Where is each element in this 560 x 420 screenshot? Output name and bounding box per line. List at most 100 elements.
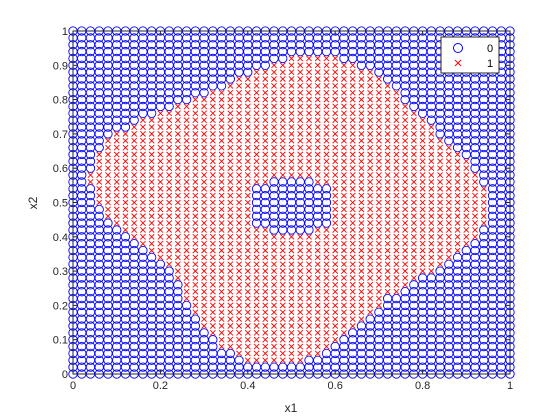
point-class-1 <box>244 227 251 233</box>
point-class-1 <box>367 124 374 130</box>
point-class-1 <box>445 254 452 261</box>
point-class-0 <box>181 300 192 311</box>
point-class-1 <box>227 261 234 268</box>
point-class-1 <box>253 172 260 178</box>
point-class-1 <box>105 137 111 144</box>
x-tick-label: 0.6 <box>328 380 343 392</box>
point-class-1 <box>244 281 251 288</box>
point-class-1 <box>332 55 339 62</box>
point-class-1 <box>297 82 304 89</box>
point-class-1 <box>314 261 321 268</box>
point-class-1 <box>358 165 365 172</box>
point-class-1 <box>306 323 312 329</box>
point-class-1 <box>271 343 277 350</box>
point-class-1 <box>297 336 304 343</box>
point-class-1 <box>323 179 330 185</box>
point-class-1 <box>454 240 461 247</box>
point-class-1 <box>454 192 461 199</box>
point-class-1 <box>218 199 225 206</box>
point-class-1 <box>419 268 426 275</box>
point-class-1 <box>253 130 260 137</box>
point-class-1 <box>201 199 208 206</box>
axis-ticks: 0 0.2 0.4 0.6 0.8 1 0 0.1 0.2 0.3 0.4 0.5 0.6 0.7 0.8 0… <box>53 26 513 392</box>
point-class-1 <box>297 240 304 247</box>
point-class-1 <box>393 261 400 268</box>
point-class-1 <box>227 336 234 343</box>
point-class-1 <box>201 96 208 103</box>
point-class-1 <box>375 213 382 220</box>
point-class-1 <box>358 76 365 82</box>
point-class-1 <box>192 261 199 268</box>
point-class-1 <box>419 261 426 268</box>
point-class-1 <box>341 185 347 192</box>
point-class-1 <box>227 247 234 254</box>
point-class-1 <box>131 130 138 137</box>
point-class-1 <box>297 295 304 302</box>
point-class-1 <box>341 76 347 82</box>
point-class-1 <box>209 288 216 295</box>
point-class-1 <box>419 130 426 137</box>
point-class-1 <box>306 117 312 124</box>
point-class-1 <box>323 336 330 343</box>
point-class-1 <box>174 172 181 178</box>
point-class-1 <box>288 302 295 309</box>
point-class-1 <box>183 261 190 268</box>
point-class-1 <box>358 213 365 220</box>
point-class-1 <box>262 124 269 130</box>
point-class-1 <box>445 240 452 247</box>
point-class-1 <box>253 179 260 185</box>
point-class-1 <box>349 302 356 309</box>
point-class-1 <box>367 165 374 172</box>
point-class-1 <box>375 137 382 144</box>
point-class-1 <box>218 233 225 240</box>
point-class-1 <box>279 254 286 261</box>
point-class-1 <box>113 130 120 137</box>
point-class-1 <box>428 179 435 185</box>
point-class-1 <box>192 227 199 233</box>
point-class-1 <box>209 309 216 316</box>
point-class-1 <box>148 233 155 240</box>
point-class-1 <box>454 158 461 165</box>
point-class-1 <box>402 110 409 117</box>
point-class-1 <box>480 220 487 226</box>
point-class-1 <box>367 110 374 117</box>
point-class-1 <box>218 329 225 336</box>
point-class-1 <box>349 295 356 302</box>
point-class-1 <box>332 144 339 151</box>
point-class-1 <box>314 343 321 350</box>
point-class-1 <box>323 110 330 117</box>
point-class-1 <box>209 254 216 261</box>
point-class-1 <box>271 302 277 309</box>
point-class-1 <box>227 192 234 199</box>
point-class-1 <box>332 281 339 288</box>
point-class-0 <box>208 341 218 352</box>
point-class-1 <box>271 89 277 96</box>
point-class-1 <box>437 192 443 199</box>
point-class-1 <box>297 268 304 275</box>
point-class-1 <box>166 185 173 192</box>
point-class-1 <box>306 302 312 309</box>
point-class-1 <box>437 158 443 165</box>
point-class-1 <box>253 165 260 172</box>
point-class-1 <box>131 206 138 213</box>
point-class-1 <box>105 165 111 172</box>
point-class-1 <box>236 130 242 137</box>
point-class-1 <box>201 185 208 192</box>
point-class-1 <box>122 213 129 220</box>
point-class-1 <box>349 158 356 165</box>
point-class-1 <box>262 281 269 288</box>
point-class-1 <box>410 151 417 158</box>
point-class-1 <box>384 261 391 268</box>
point-class-1 <box>323 124 330 130</box>
point-class-1 <box>105 172 111 178</box>
point-class-1 <box>332 288 339 295</box>
point-class-1 <box>332 227 339 233</box>
point-class-1 <box>306 268 312 275</box>
point-class-1 <box>244 89 251 96</box>
point-class-1 <box>244 82 251 89</box>
point-class-1 <box>236 247 242 254</box>
point-class-1 <box>201 268 208 275</box>
point-class-1 <box>271 172 277 178</box>
point-class-1 <box>236 117 242 124</box>
point-class-1 <box>288 281 295 288</box>
